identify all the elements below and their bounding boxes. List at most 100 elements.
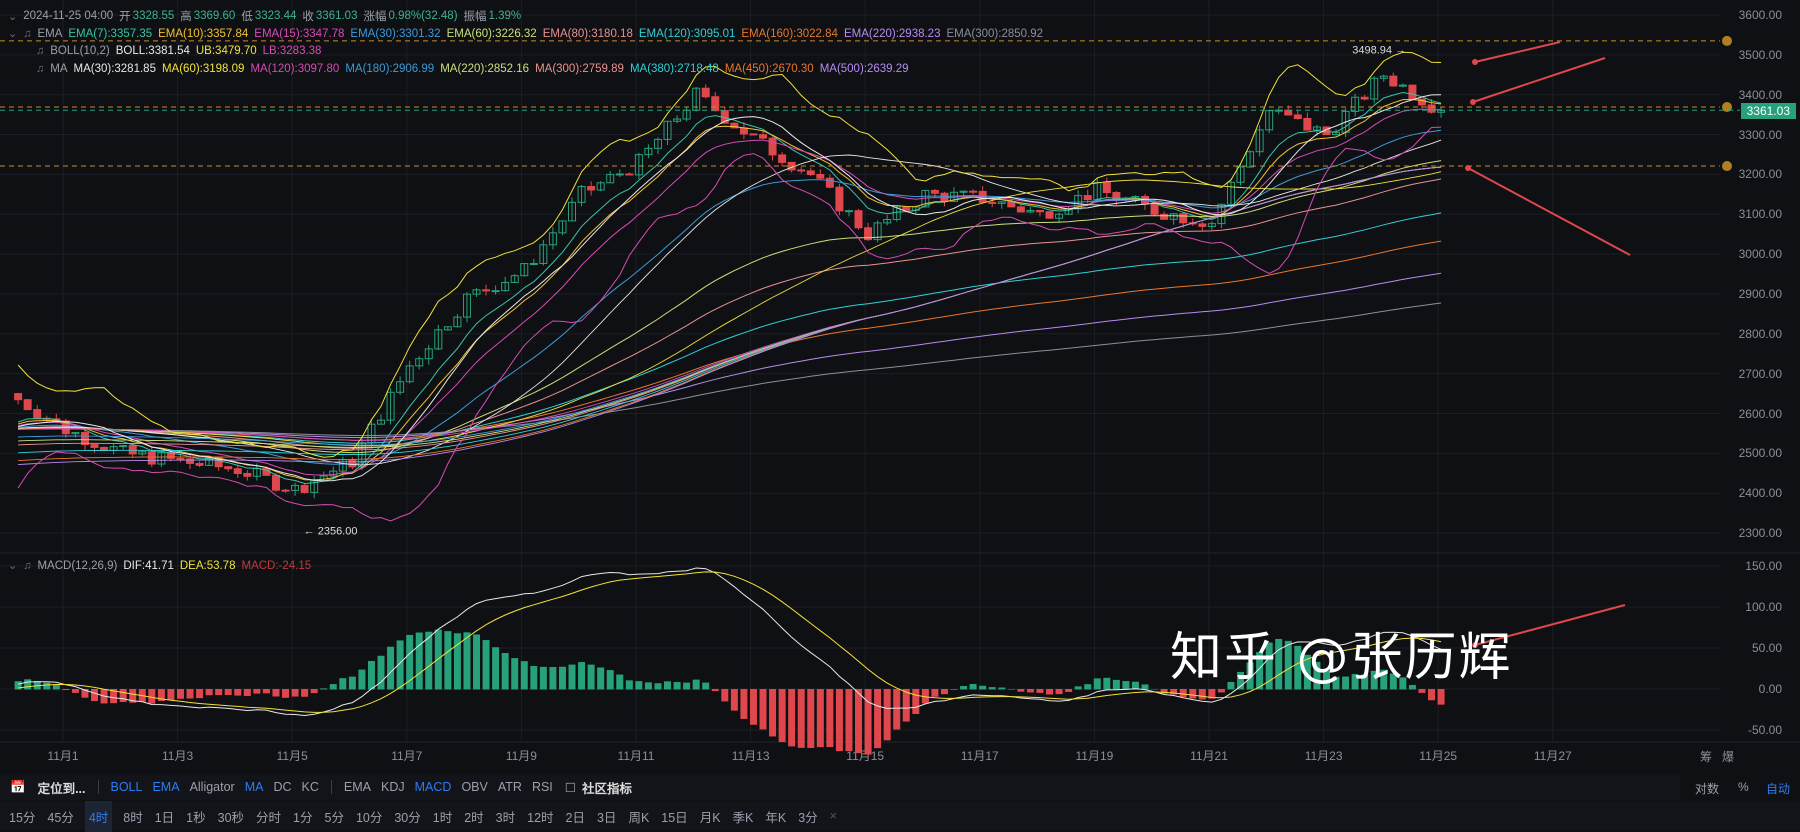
sub-indicator-macd[interactable]: MACD <box>414 780 452 794</box>
interval-17[interactable]: 3日 <box>596 810 617 825</box>
candle <box>816 174 825 179</box>
candle <box>625 173 634 176</box>
interval-19[interactable]: 15日 <box>661 810 688 825</box>
interval-3[interactable]: 8时 <box>123 810 143 825</box>
macd-bar <box>492 647 500 690</box>
interval-11[interactable]: 30分 <box>394 810 421 825</box>
close-value: 3361.03 <box>315 10 358 22</box>
bell-icon[interactable]: ♫ <box>36 45 45 57</box>
macd-bar <box>931 689 939 697</box>
collapse-icon[interactable]: ⌄ <box>8 560 18 572</box>
candle <box>1370 77 1379 100</box>
dea-value: DEA:53.78 <box>179 559 236 572</box>
interval-6[interactable]: 30秒 <box>217 810 245 825</box>
sub-indicator-rsi[interactable]: RSI <box>531 780 553 794</box>
macd-bar <box>940 689 948 695</box>
sub-indicator-ema[interactable]: EMA <box>343 780 372 794</box>
sub-indicator-atr[interactable]: ATR <box>497 780 522 794</box>
line-handle[interactable] <box>1722 35 1732 46</box>
macd-bar <box>33 680 41 690</box>
close-icon[interactable]: × <box>829 809 837 823</box>
interval-2[interactable]: 4时 <box>84 800 113 832</box>
candle <box>596 182 605 191</box>
interval-14[interactable]: 3时 <box>495 810 516 825</box>
line-handle[interactable] <box>1722 161 1732 172</box>
price-chart[interactable]: 11月1 11月3 11月5 11月7 11月9 11月11 11月13 11月15 11月17… <box>0 0 1800 770</box>
interval-20[interactable]: 月K <box>699 810 721 825</box>
macd-bar <box>692 679 700 690</box>
interval-8[interactable]: 1分 <box>293 810 313 825</box>
ema-line <box>18 160 1442 454</box>
community-indicators-button[interactable]: 社区指标 <box>582 781 633 796</box>
indicator-ma[interactable]: MA <box>244 780 264 794</box>
boll-legend[interactable]: ♫ BOLL(10,2) BOLL:3381.54 UB:3479.70 LB:3283… <box>36 45 322 57</box>
collapse-icon[interactable]: ⌄ <box>8 10 18 23</box>
bell-icon[interactable]: ♫ <box>23 27 32 40</box>
macd-bar <box>501 653 509 690</box>
interval-18[interactable]: 周K <box>628 810 650 825</box>
percent-scale-button[interactable]: % <box>1738 780 1749 794</box>
collapse-icon[interactable]: ⌄ <box>8 28 18 40</box>
candle <box>711 96 720 112</box>
candle <box>529 262 538 265</box>
bell-icon[interactable]: ♫ <box>36 63 45 75</box>
interval-12[interactable]: 1时 <box>432 810 453 825</box>
log-scale-button[interactable]: 对数 <box>1695 782 1720 796</box>
auto-scale-button[interactable]: 自动 <box>1766 782 1791 796</box>
candle <box>23 399 32 411</box>
macd-bar <box>1351 674 1359 690</box>
macd-legend[interactable]: ⌄ ♫ MACD(12,26,9) DIF:41.71 DEA:53.78 MAC… <box>8 559 312 573</box>
macd-bar <box>1275 638 1283 690</box>
line-handle[interactable] <box>1722 102 1732 113</box>
indicator-dc[interactable]: DC <box>273 780 292 794</box>
interval-7[interactable]: 分时 <box>256 810 282 825</box>
candle <box>415 358 424 367</box>
ema-legend[interactable]: ⌄ ♫ EMA EMA(7):3357.35 EMA(10):3357.84 EMA(15… <box>8 27 1044 41</box>
interval-13[interactable]: 2时 <box>464 810 484 825</box>
macd-bar <box>558 666 566 690</box>
interval-21[interactable]: 季K <box>732 810 754 825</box>
indicator-boll[interactable]: BOLL <box>110 780 143 794</box>
interval-16[interactable]: 2日 <box>565 810 585 825</box>
liquidation-button[interactable]: 爆 <box>1722 750 1735 764</box>
candle <box>462 293 471 318</box>
chip-distribution-button[interactable]: 筹 <box>1700 750 1713 764</box>
ma-legend[interactable]: ♫ MA MA(30):3281.85 MA(60):3198.09 MA(120):3… <box>36 63 909 75</box>
macd-bar <box>406 634 414 690</box>
indicator-alligator[interactable]: Alligator <box>189 780 235 794</box>
candle <box>520 263 529 277</box>
macd-bar <box>1160 689 1168 694</box>
candle <box>883 219 892 224</box>
interval-10[interactable]: 10分 <box>355 810 383 825</box>
macd-bar <box>1389 673 1397 690</box>
indicator-ema[interactable]: EMA <box>152 780 180 794</box>
macd-bar <box>310 689 318 694</box>
interval-22[interactable]: 年K <box>765 810 787 825</box>
candle <box>14 393 23 401</box>
candle <box>988 201 997 204</box>
interval-5[interactable]: 1秒 <box>186 810 206 825</box>
macd-bar <box>396 640 404 690</box>
price-tick: 2900.00 <box>1738 286 1782 301</box>
macd-bar <box>778 689 786 743</box>
candle <box>405 365 414 383</box>
high-value: 3369.60 <box>193 10 236 22</box>
interval-15[interactable]: 12时 <box>527 810 554 825</box>
indicator-value: EMA(120):3095.01 <box>638 27 736 40</box>
locate-button[interactable]: 定位到... <box>37 781 86 796</box>
interval-23[interactable]: 3分 <box>798 810 818 825</box>
candle <box>501 281 510 292</box>
interval-0[interactable]: 15分 <box>9 810 36 825</box>
candle <box>1207 223 1216 227</box>
sub-indicator-kdj[interactable]: KDJ <box>381 780 405 794</box>
interval-1[interactable]: 45分 <box>47 810 74 825</box>
indicator-kc[interactable]: KC <box>301 780 319 794</box>
macd-bar <box>119 689 127 702</box>
interval-9[interactable]: 5分 <box>324 810 344 825</box>
interval-4[interactable]: 1日 <box>154 810 175 825</box>
bell-icon[interactable]: ♫ <box>23 559 32 572</box>
ema-line <box>17 108 1442 476</box>
calendar-icon[interactable]: 📅 <box>10 779 26 794</box>
sub-indicator-obv[interactable]: OBV <box>461 780 488 794</box>
ma-line <box>18 166 1442 448</box>
